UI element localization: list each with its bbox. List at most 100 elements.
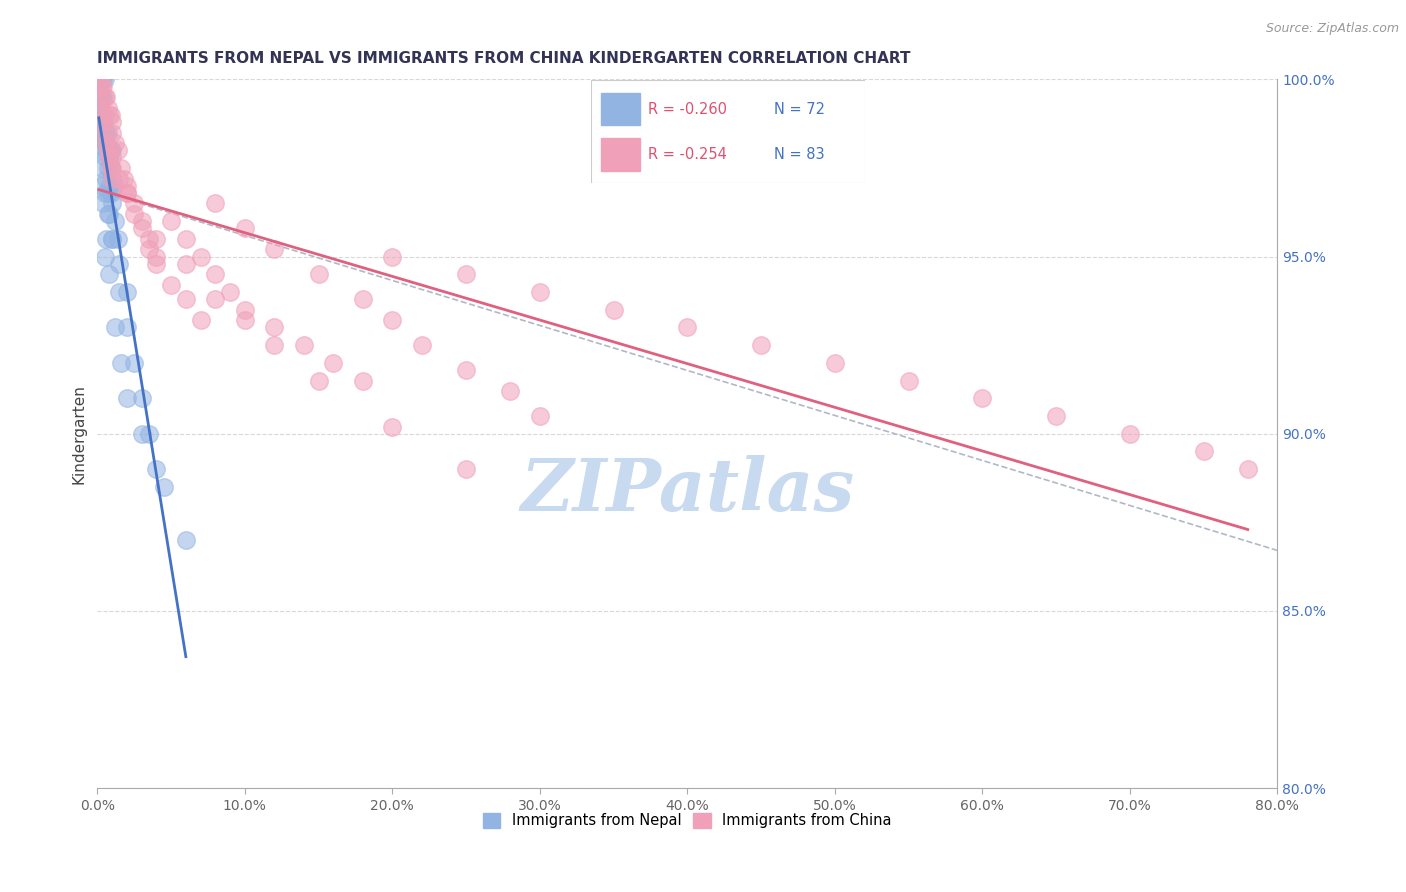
Point [87,108,110,122]
Point [91,126,114,140]
Point [108,171,131,186]
Point [93,126,115,140]
Point [454,462,477,476]
Point [91,196,114,211]
Point [89,101,111,115]
Point [98,150,121,164]
Point [219,285,242,299]
Point [233,302,256,317]
Point [87,72,110,87]
Point [89,72,111,87]
Point [115,186,138,200]
Point [499,384,522,399]
Point [115,285,138,299]
Text: N = 72: N = 72 [775,102,825,117]
Point [897,374,920,388]
Point [90,161,112,175]
Point [93,90,115,104]
Point [100,143,122,157]
Point [96,143,118,157]
Point [97,161,120,175]
Point [91,90,114,104]
Point [454,363,477,377]
Point [89,72,111,87]
Point [90,115,112,129]
Point [96,126,118,140]
Point [101,232,124,246]
Point [97,126,120,140]
Point [263,338,285,352]
Point [122,207,145,221]
Point [174,292,197,306]
Point [96,90,118,104]
Point [103,178,125,193]
Point [90,108,112,122]
Point [89,108,111,122]
Point [98,178,121,193]
Point [101,150,124,164]
Point [381,250,404,264]
Point [190,313,212,327]
Point [101,115,124,129]
Point [104,320,127,334]
FancyBboxPatch shape [591,80,865,183]
Point [101,161,124,175]
FancyBboxPatch shape [602,93,640,126]
Point [100,161,122,175]
Point [100,186,122,200]
Point [97,186,120,200]
Point [93,186,115,200]
Text: R = -0.254: R = -0.254 [648,146,727,161]
Point [91,132,114,146]
Point [104,136,127,150]
Point [115,186,138,200]
Point [138,426,160,441]
Point [160,214,183,228]
Point [97,143,120,157]
Point [145,257,167,271]
Point [90,178,112,193]
Legend: Immigrants from Nepal, Immigrants from China: Immigrants from Nepal, Immigrants from C… [477,807,897,834]
Point [91,79,114,94]
Point [676,320,699,334]
Point [352,374,374,388]
Point [145,250,167,264]
Point [1045,409,1067,423]
Point [90,108,112,122]
Point [90,108,112,122]
Point [454,267,477,281]
Point [96,171,118,186]
Point [91,115,114,129]
Point [101,171,124,186]
Point [174,232,197,246]
Point [101,143,124,157]
Point [145,462,167,476]
Point [174,257,197,271]
Point [98,143,121,157]
Point [89,101,111,115]
Point [824,356,846,370]
Point [322,356,344,370]
Point [98,207,121,221]
Point [90,90,112,104]
Point [1119,426,1142,441]
Point [91,72,114,87]
Point [122,356,145,370]
Point [93,126,115,140]
Point [131,214,153,228]
Point [91,115,114,129]
Point [89,90,111,104]
Text: R = -0.260: R = -0.260 [648,102,727,117]
Point [263,243,285,257]
Point [91,126,114,140]
Point [411,338,433,352]
Point [87,90,110,104]
Point [107,143,129,157]
Text: IMMIGRANTS FROM NEPAL VS IMMIGRANTS FROM CHINA KINDERGARTEN CORRELATION CHART: IMMIGRANTS FROM NEPAL VS IMMIGRANTS FROM… [97,51,911,66]
Point [100,108,122,122]
Point [97,143,120,157]
Point [98,108,121,122]
Point [87,72,110,87]
Point [1192,444,1215,458]
Point [749,338,772,352]
